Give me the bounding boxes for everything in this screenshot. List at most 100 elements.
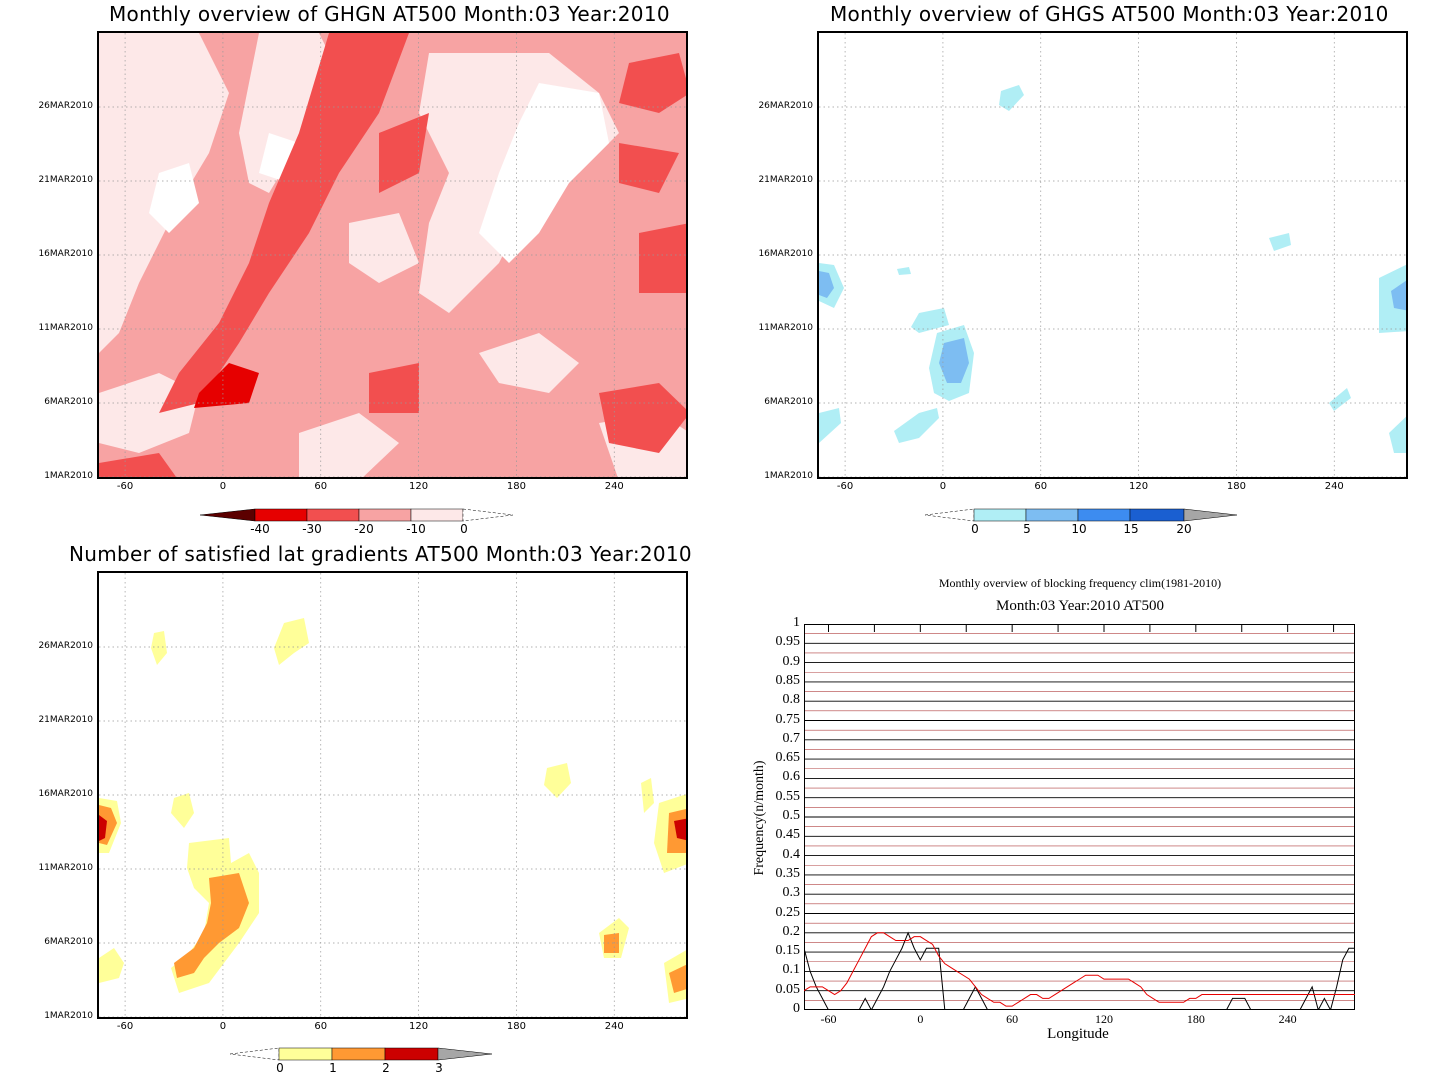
y-tick-label: 0.65 xyxy=(775,750,801,766)
y-tick-label: 0.95 xyxy=(775,634,801,650)
p2-cbar-label: 10 xyxy=(1071,522,1087,536)
p2-region-mid xyxy=(819,271,834,298)
x-tick-label: 60 xyxy=(314,1021,328,1032)
y-tick-label: 0.9 xyxy=(782,653,801,669)
p3-region-1 xyxy=(544,763,571,798)
panel2-contours xyxy=(819,33,1406,477)
p1-region-dark xyxy=(99,453,177,477)
panel4-xlabel: Longitude xyxy=(1047,1026,1109,1042)
x-tick-label: 120 xyxy=(409,1021,429,1032)
y-tick-label: 0.1 xyxy=(782,962,801,978)
panel2-colorbar-svg xyxy=(924,508,1238,522)
y-tick-label: 26MAR2010 xyxy=(38,641,93,651)
y-tick-label: 0.25 xyxy=(775,904,801,920)
p2-cbar-label: 20 xyxy=(1176,522,1192,536)
y-tick-label: 1 xyxy=(793,615,800,630)
p1-region-light xyxy=(299,413,399,477)
p2-region xyxy=(911,308,949,333)
x-tick-label: 0 xyxy=(917,1012,924,1026)
p1-cbar-label: -10 xyxy=(406,522,426,536)
p3-region-1 xyxy=(641,778,654,813)
panel4-title: Monthly overview of blocking frequency c… xyxy=(938,576,1222,590)
x-tick-label: 240 xyxy=(1278,1012,1297,1026)
p1-region-light xyxy=(479,333,579,393)
y-tick-label: 0.8 xyxy=(782,692,801,708)
x-tick-label: -60 xyxy=(116,481,134,492)
p2-region xyxy=(999,85,1024,111)
y-tick-label: 21MAR2010 xyxy=(38,715,93,725)
p1-region-darkest xyxy=(194,363,259,408)
y-tick-label: 16MAR2010 xyxy=(38,789,93,799)
x-tick-label: 120 xyxy=(1094,1012,1113,1026)
panel3-colorbar-svg xyxy=(229,1047,493,1061)
x-tick-label: 240 xyxy=(604,481,624,492)
p1-cbar-label: 0 xyxy=(460,522,468,536)
p2-region xyxy=(819,408,841,443)
y-tick-label: 6MAR2010 xyxy=(44,937,93,947)
x-tick-label: 180 xyxy=(1226,481,1246,492)
y-tick-label: 0.7 xyxy=(782,730,801,746)
p3-region-3 xyxy=(99,815,107,841)
x-tick-label: -60 xyxy=(820,1012,837,1026)
p2-region-mid xyxy=(939,338,969,383)
y-tick-label: 11MAR2010 xyxy=(758,323,813,333)
p3-cbar-label: 1 xyxy=(329,1061,337,1075)
p1-region-dark xyxy=(619,53,686,113)
panel3-title: Number of satisfied lat gradients AT500 … xyxy=(69,542,692,566)
y-tick-label: 0.85 xyxy=(775,672,801,688)
x-tick-label: 60 xyxy=(1006,1012,1019,1026)
p2-region xyxy=(894,408,939,443)
p3-cbar-label: 3 xyxy=(435,1061,443,1075)
panel3-colorbar: 0 1 2 3 xyxy=(229,1046,500,1076)
x-tick-label: 180 xyxy=(1186,1012,1205,1026)
y-tick-label: 16MAR2010 xyxy=(38,249,93,259)
x-tick-label: 180 xyxy=(506,481,526,492)
p3-region-1 xyxy=(171,793,194,828)
y-tick-label: 16MAR2010 xyxy=(758,249,813,259)
p1-region-white xyxy=(479,83,609,263)
x-tick-label: 0 xyxy=(939,481,947,492)
panel1-colorbar: -40 -30 -20 -10 0 xyxy=(199,507,520,537)
y-tick-label: 21MAR2010 xyxy=(38,175,93,185)
y-tick-label: 0.55 xyxy=(775,788,801,804)
panel1-contours xyxy=(99,33,686,477)
p1-region-dark xyxy=(639,223,686,293)
p3-region-2 xyxy=(669,964,686,993)
y-tick-label: 0 xyxy=(793,1001,800,1016)
x-tick-label: 0 xyxy=(219,481,227,492)
x-tick-label: 120 xyxy=(1129,481,1149,492)
y-tick-label: 0.6 xyxy=(782,769,801,785)
y-tick-label: 0.35 xyxy=(775,865,801,881)
p1-region-light xyxy=(349,213,419,283)
p2-cbar-label: 15 xyxy=(1123,522,1139,536)
y-tick-label: 0.2 xyxy=(782,923,801,939)
p2-region xyxy=(1329,388,1351,411)
panel1-title: Monthly overview of GHGN AT500 Month:03 … xyxy=(109,2,670,26)
p3-region-1 xyxy=(151,631,167,665)
panel4-plot xyxy=(803,623,1355,1012)
x-tick-label: 60 xyxy=(1034,481,1048,492)
y-tick-label: 1MAR2010 xyxy=(44,1011,93,1021)
p2-region xyxy=(1389,416,1406,453)
y-tick-label: 0.5 xyxy=(782,808,801,823)
p1-cbar-label: -30 xyxy=(302,522,322,536)
x-tick-label: -60 xyxy=(836,481,854,492)
y-tick-label: 11MAR2010 xyxy=(38,863,93,873)
p2-region xyxy=(897,267,911,275)
x-tick-label: 0 xyxy=(219,1021,227,1032)
y-tick-label: 0.05 xyxy=(775,981,801,997)
y-tick-label: 1MAR2010 xyxy=(44,471,93,481)
x-tick-label: 120 xyxy=(409,481,429,492)
y-tick-label: 6MAR2010 xyxy=(44,397,93,407)
p2-region-mid xyxy=(1391,280,1406,311)
p3-region-3 xyxy=(674,818,686,841)
y-tick-label: 0.15 xyxy=(775,943,801,959)
panel2-colorbar: 0 5 10 15 20 xyxy=(924,507,1245,537)
y-tick-label: 0.75 xyxy=(775,711,801,727)
p3-region-1 xyxy=(274,618,309,665)
panel4-svg xyxy=(803,623,1355,1012)
p3-cbar-label: 2 xyxy=(382,1061,390,1075)
p1-cbar-label: -20 xyxy=(354,522,374,536)
p2-cbar-label: 0 xyxy=(971,522,979,536)
panel1-plot xyxy=(97,31,688,479)
